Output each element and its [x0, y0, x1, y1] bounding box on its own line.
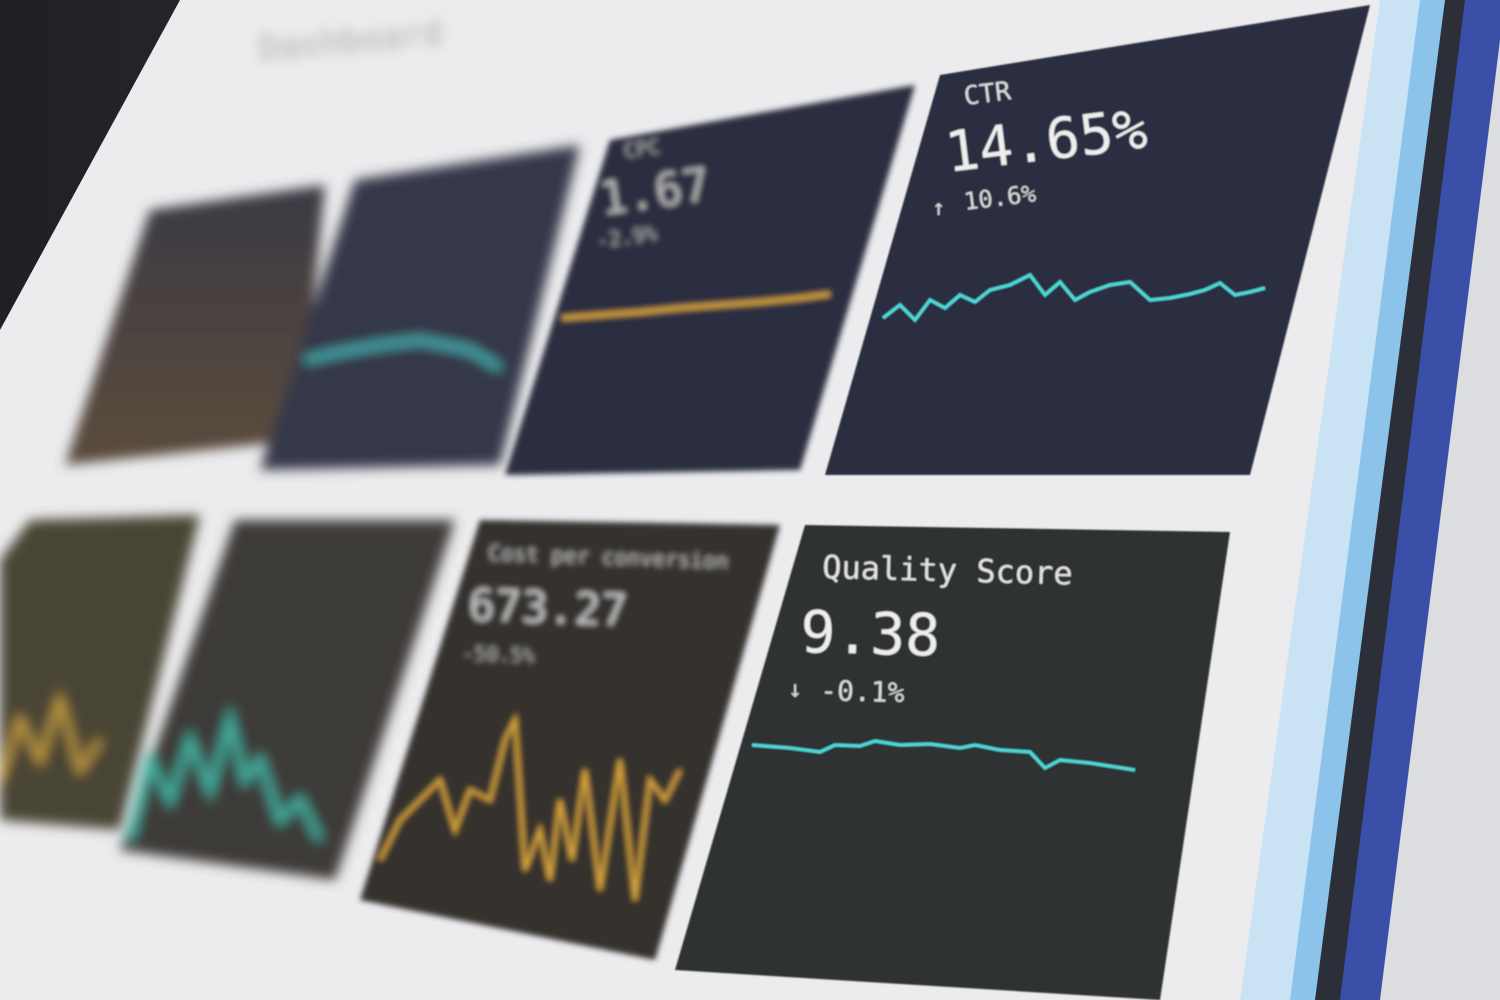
quality-value: 9.38	[800, 598, 941, 670]
quality-sparkline	[751, 739, 1136, 772]
quality-change: -0.1%	[820, 674, 905, 709]
screen-edge	[1240, 0, 1430, 1000]
card-blurred-3	[0, 515, 200, 830]
arrow-down-icon: ↓	[788, 675, 802, 703]
card-cpc	[505, 85, 915, 475]
card-blurred-4	[120, 520, 455, 880]
card-ctr	[825, 5, 1370, 475]
quality-label: Quality Score	[822, 548, 1073, 593]
ctr-label: CTR	[962, 76, 1013, 112]
cost-change: -50.5%	[462, 641, 535, 668]
ctr-sparkline	[881, 272, 1266, 323]
cost-value: 673.27	[468, 580, 629, 637]
cost-sparkline	[378, 712, 682, 901]
card-blurred-2	[260, 145, 580, 470]
card-quality-score	[675, 525, 1230, 1000]
cpc-sparkline	[561, 291, 831, 321]
card-cost-per-conversion	[360, 520, 780, 960]
card-blurred-1	[65, 185, 325, 465]
arrow-up-icon: ↑	[932, 196, 945, 221]
cpc-label: CPC	[622, 134, 661, 163]
